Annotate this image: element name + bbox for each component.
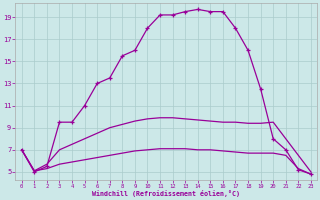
X-axis label: Windchill (Refroidissement éolien,°C): Windchill (Refroidissement éolien,°C) bbox=[92, 190, 240, 197]
